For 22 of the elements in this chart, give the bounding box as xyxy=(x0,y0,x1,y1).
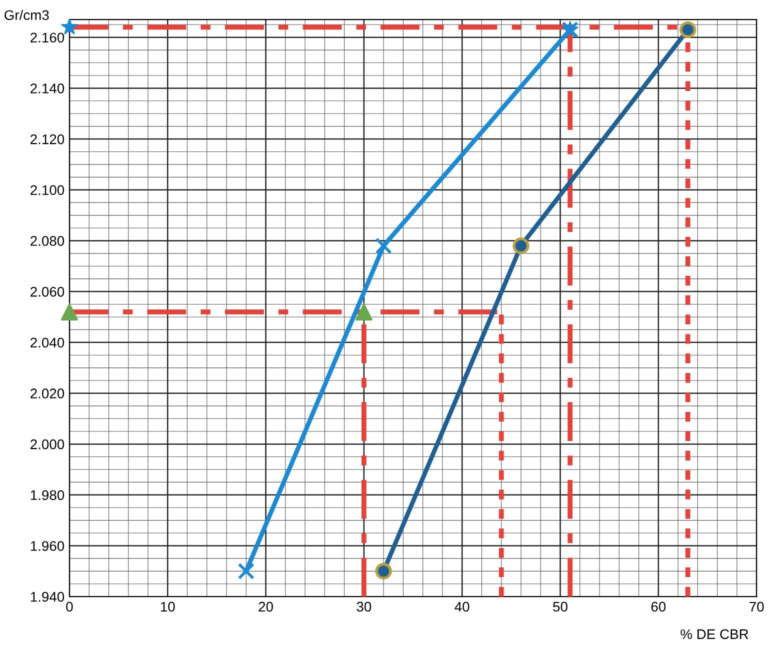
x-tick-label: 70 xyxy=(750,602,764,612)
x-tick-label: 30 xyxy=(356,602,372,612)
y-tick-label: 2.060 xyxy=(30,286,64,297)
y-tick-label: 2.000 xyxy=(30,439,64,450)
y-tick-label: 2.120 xyxy=(30,134,64,144)
y-tick-label: 1.980 xyxy=(30,490,64,500)
y-tick-label: 2.040 xyxy=(30,338,64,348)
y-tick-label: 2.160 xyxy=(30,32,64,43)
x-tick-label: 10 xyxy=(160,602,175,612)
x-tick-label: 50 xyxy=(553,602,568,612)
x-tick-label: 0 xyxy=(66,602,73,612)
y-axis-title: Gr/cm3 xyxy=(4,10,49,20)
y-tick-label: 2.140 xyxy=(30,84,64,94)
y-tick-label: 2.100 xyxy=(30,185,64,196)
x-tick-label: 60 xyxy=(651,602,666,612)
y-tick-label: 2.020 xyxy=(30,388,64,398)
y-tick-label: 1.940 xyxy=(30,592,64,602)
x-tick-label: 20 xyxy=(258,602,273,612)
x-tick-label: 40 xyxy=(454,602,470,612)
y-tick-label: 1.960 xyxy=(30,541,64,551)
y-tick-label: 2.080 xyxy=(30,236,64,246)
x-axis-title: % DE CBR xyxy=(680,629,748,640)
